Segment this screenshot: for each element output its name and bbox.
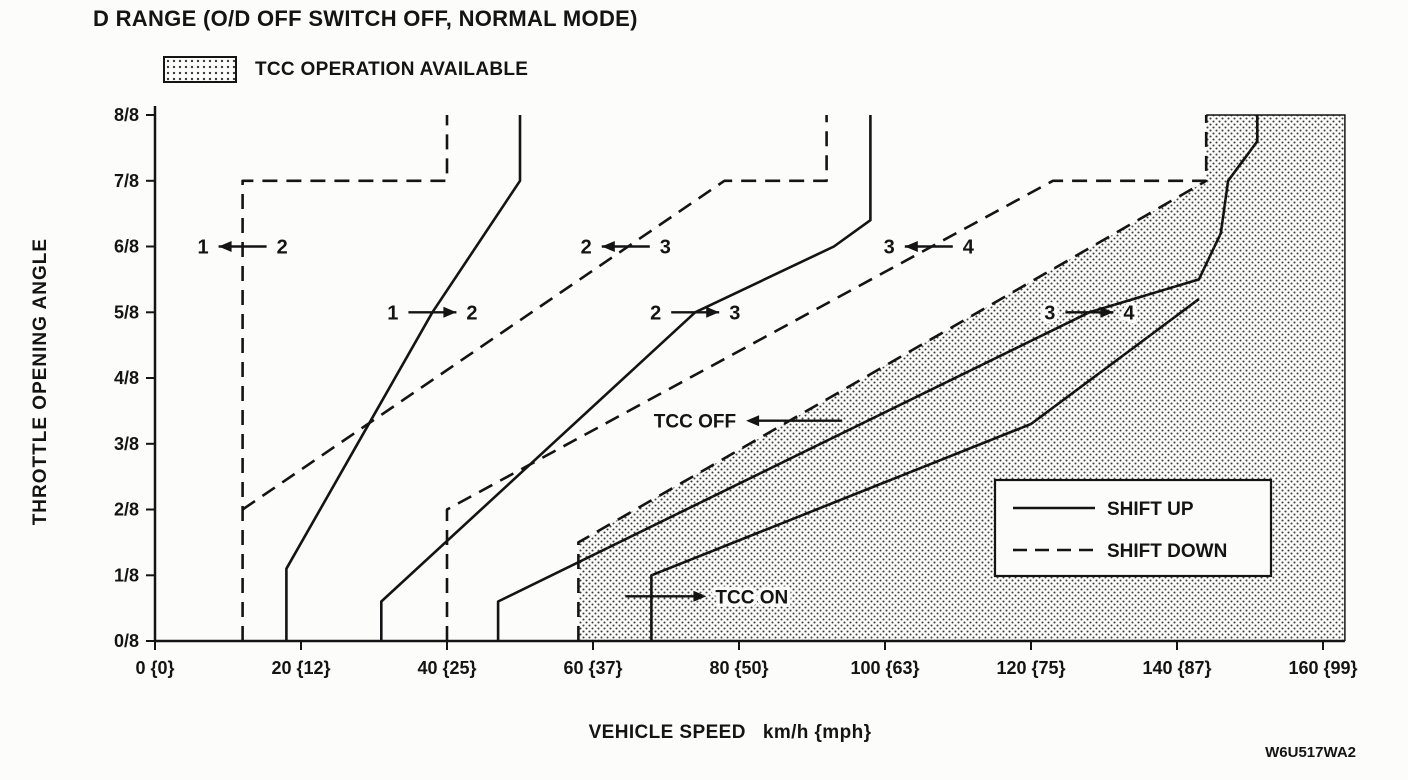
legend-box — [993, 478, 1273, 578]
shift-label-3-4: 4 — [963, 237, 975, 259]
shift-arrow-head-icon — [706, 306, 720, 318]
x-tick-label: 140 {87} — [1142, 658, 1211, 678]
tcc-operation-key-label: TCC OPERATION AVAILABLE — [255, 58, 529, 80]
tcc-on-label: TCC ON — [715, 587, 788, 608]
y-tick-label: 0/8 — [114, 631, 139, 651]
shift-arrow-head-icon — [443, 306, 457, 318]
legend-label: SHIFT DOWN — [1107, 541, 1227, 562]
shift-up-3-4 — [496, 115, 1259, 641]
shift-label-3-4: 3 — [1044, 302, 1055, 324]
x-tick-label: 100 {63} — [850, 658, 919, 678]
shift-label-2-3: 3 — [729, 302, 740, 324]
x-tick-label: 160 {99} — [1288, 658, 1357, 678]
tcc-off-line — [577, 179, 1207, 641]
tcc-on-line — [650, 298, 1200, 641]
y-tick-label: 4/8 — [114, 368, 139, 388]
shift-label-1-2: 1 — [387, 302, 398, 324]
shift-label-1-2: 2 — [277, 237, 288, 259]
tcc-operation-key: TCC OPERATION AVAILABLE — [163, 56, 528, 83]
x-axis-title: VEHICLE SPEED km/h {mph} — [588, 722, 872, 743]
x-tick-label: 60 {37} — [563, 658, 622, 678]
shift-label-2-3: 2 — [650, 302, 661, 324]
y-tick-label: 2/8 — [114, 500, 139, 520]
shift-label-3-4: 4 — [1123, 302, 1135, 324]
shift-down-4-3 — [445, 115, 1208, 641]
x-tick-label: 80 {50} — [709, 658, 768, 678]
legend-label: SHIFT UP — [1107, 499, 1194, 520]
x-tick-label: 20 {12} — [271, 658, 330, 678]
shift-label-2-3: 2 — [581, 237, 592, 259]
page-title: D RANGE (O/D OFF SWITCH OFF, NORMAL MODE… — [93, 6, 638, 31]
shift-arrow-head-icon — [218, 241, 232, 252]
shift-down-2-1 — [241, 115, 449, 641]
x-tick-label: 0 {0} — [135, 658, 174, 678]
y-tick-label: 3/8 — [114, 434, 139, 454]
shift-arrow-head-icon — [1100, 306, 1114, 318]
figure-code: W6U517WA2 — [1265, 744, 1356, 761]
shift-label-1-2: 2 — [466, 302, 477, 324]
shift-label-2-3: 3 — [660, 237, 671, 259]
y-axis-title: THROTTLE OPENING ANGLE — [30, 238, 51, 526]
shift-label-3-4: 3 — [884, 237, 895, 259]
y-tick-label: 6/8 — [114, 237, 139, 257]
tcc-off-label: TCC OFF — [654, 412, 736, 433]
y-tick-label: 5/8 — [114, 302, 139, 322]
shift-up-2-3 — [379, 115, 872, 641]
x-tick-label: 40 {25} — [417, 658, 476, 678]
plot-border — [1206, 114, 1346, 641]
y-tick-label: 8/8 — [114, 105, 139, 125]
tcc-off-arrow-head-icon — [746, 415, 760, 427]
x-tick-label: 120 {75} — [996, 658, 1065, 678]
shift-up-1-2 — [285, 115, 522, 641]
shift-down-3-2 — [241, 115, 828, 511]
shift-arrow-head-icon — [904, 241, 918, 252]
y-tick-label: 1/8 — [114, 565, 139, 585]
tcc-on-arrow-head-icon — [693, 590, 707, 602]
shift-label-1-2: 1 — [197, 237, 208, 259]
stipple-swatch — [163, 56, 237, 83]
shift-arrow-head-icon — [601, 241, 615, 252]
y-tick-label: 7/8 — [114, 171, 139, 191]
